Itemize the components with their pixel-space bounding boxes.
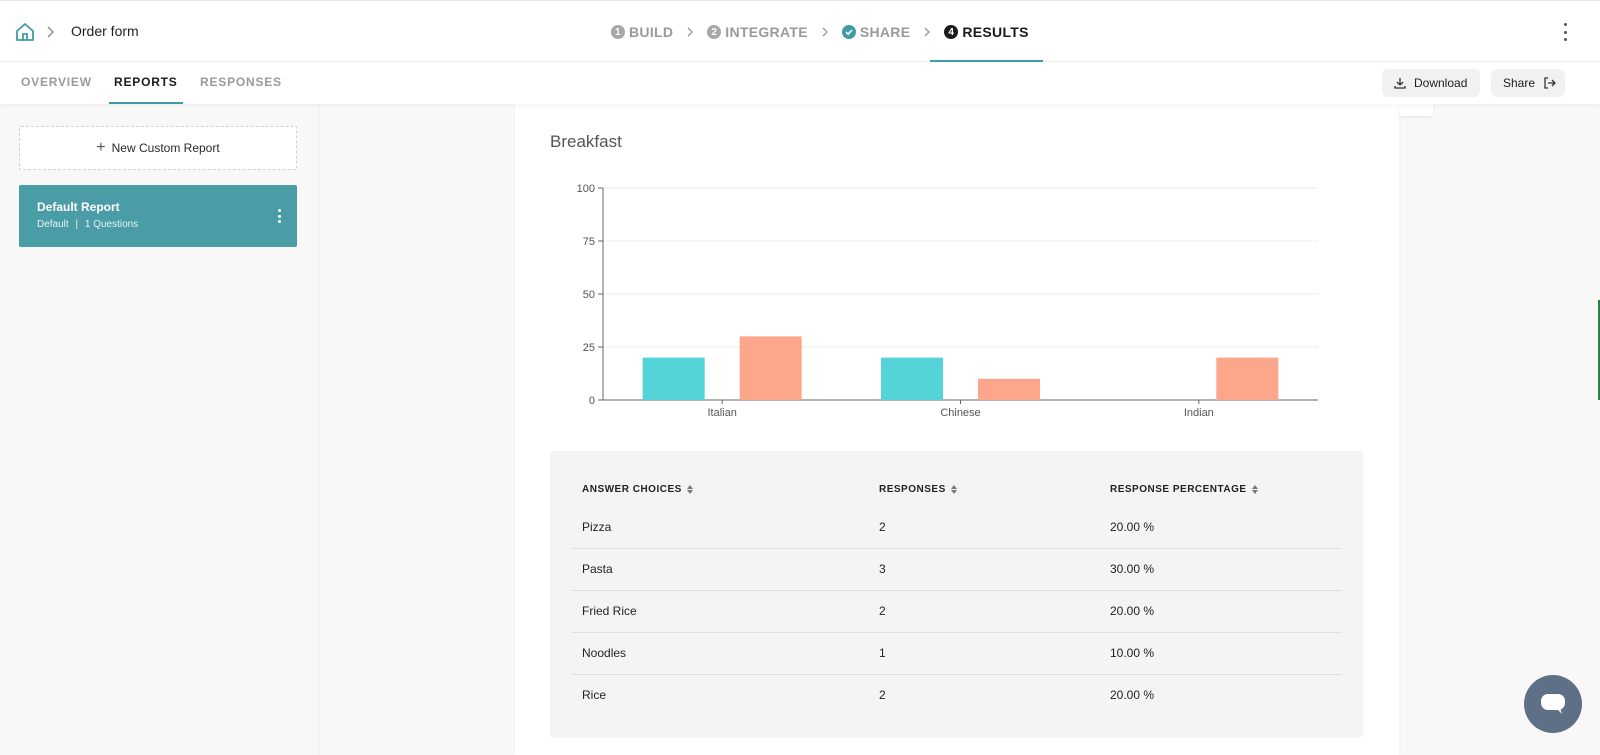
sort-icon	[686, 485, 693, 494]
cell-choice: Fried Rice	[582, 604, 637, 618]
x-tick-label: Indian	[1184, 407, 1214, 419]
step-number: 2	[707, 25, 722, 39]
top-bar: Order form 1 BUILD 2 INTEGRATE SHARE 4 RESU…	[0, 0, 1600, 63]
home-icon[interactable]	[14, 21, 36, 43]
bar-chinese-series-1	[881, 357, 943, 400]
step-label: INTEGRATE	[725, 24, 808, 40]
cell-choice: Pasta	[582, 562, 613, 576]
cell-percentage: 20.00 %	[1110, 688, 1155, 702]
report-item-default[interactable]: Default Report Default | 1 Questions	[19, 185, 297, 247]
chevron-right-icon	[922, 25, 932, 39]
cell-percentage: 20.00 %	[1110, 604, 1155, 618]
report-name: Default Report	[37, 200, 120, 214]
share-button[interactable]: Share	[1491, 69, 1565, 97]
bar-italian-series-2	[739, 336, 802, 400]
sort-icon	[1251, 485, 1258, 494]
sort-icon	[950, 485, 957, 494]
window-edge	[1598, 300, 1600, 400]
table-row: Fried Rice 2 20.00 %	[572, 592, 1342, 633]
table-row: Pasta 3 30.00 %	[572, 550, 1342, 591]
cell-choice: Noodles	[582, 646, 627, 660]
header-responses[interactable]: RESPONSES	[879, 484, 957, 495]
table-row: Rice 2 20.00 %	[572, 676, 1342, 717]
y-tick-label: 75	[583, 236, 595, 248]
cell-percentage: 20.00 %	[1110, 520, 1155, 534]
cell-responses: 2	[879, 604, 886, 618]
cell-responses: 2	[879, 688, 886, 702]
step-build[interactable]: 1 BUILD	[611, 1, 673, 63]
new-custom-report-button[interactable]: + New Custom Report	[19, 126, 297, 170]
tab-reports[interactable]: REPORTS	[109, 62, 183, 104]
table-row: Noodles 1 10.00 %	[572, 634, 1342, 675]
more-options-icon[interactable]	[1562, 23, 1568, 41]
share-exit-icon	[1543, 77, 1556, 89]
tab-responses[interactable]: RESPONSES	[200, 75, 282, 89]
results-table: ANSWER CHOICES RESPONSES RESPONSE PERCEN…	[550, 451, 1363, 738]
tab-overview[interactable]: OVERVIEW	[21, 75, 92, 89]
chevron-right-icon	[685, 25, 695, 39]
step-integrate[interactable]: 2 INTEGRATE	[707, 1, 808, 63]
question-report-card: Breakfast 0 25 50 75 100 Italian Chinese Indian…	[515, 104, 1399, 755]
cell-responses: 3	[879, 562, 886, 576]
cell-responses: 1	[879, 646, 886, 660]
report-meta: Default | 1 Questions	[37, 219, 138, 230]
chevron-right-icon	[44, 22, 58, 42]
step-nav: 1 BUILD 2 INTEGRATE SHARE 4 RESULTS	[611, 1, 1044, 63]
step-number: 1	[611, 25, 625, 39]
download-button[interactable]: Download	[1382, 69, 1480, 97]
header-label: RESPONSES	[879, 484, 946, 495]
y-tick-label: 50	[583, 289, 595, 301]
step-label: BUILD	[629, 24, 674, 40]
cell-percentage: 10.00 %	[1110, 646, 1155, 660]
y-tick-label: 0	[589, 395, 595, 407]
report-question-count: 1 Questions	[84, 219, 139, 230]
header-response-percentage[interactable]: RESPONSE PERCENTAGE	[1110, 484, 1258, 495]
meta-divider: |	[75, 219, 79, 230]
check-circle-icon	[841, 25, 856, 39]
bar-chinese-series-2	[978, 378, 1040, 400]
chat-support-button[interactable]	[1524, 675, 1582, 733]
header-answer-choices[interactable]: ANSWER CHOICES	[582, 484, 693, 495]
header-label: RESPONSE PERCENTAGE	[1110, 484, 1247, 495]
cell-responses: 2	[879, 520, 886, 534]
cell-percentage: 30.00 %	[1110, 562, 1155, 576]
bar-chart: 0 25 50 75 100 Italian Chinese Indian	[577, 183, 1318, 419]
report-type: Default	[37, 219, 69, 230]
download-icon	[1394, 77, 1406, 89]
step-label: RESULTS	[962, 24, 1029, 40]
step-results[interactable]: 4 RESULTS	[930, 1, 1044, 63]
plus-icon: +	[96, 139, 106, 156]
report-options-icon[interactable]	[277, 209, 281, 223]
report-main: Breakfast 0 25 50 75 100 Italian Chinese Indian…	[319, 104, 1600, 755]
chevron-right-icon	[820, 25, 830, 39]
x-tick-label: Italian	[707, 407, 736, 419]
chat-bubble-icon	[1541, 694, 1565, 714]
step-share[interactable]: SHARE	[841, 1, 911, 63]
step-label: SHARE	[859, 24, 911, 40]
question-title: Breakfast	[550, 132, 622, 151]
bar-indian-series-2	[1216, 357, 1279, 400]
sub-nav: OVERVIEW REPORTS RESPONSES Download Shar…	[0, 62, 1600, 104]
y-tick-label: 25	[583, 342, 595, 354]
new-report-label: New Custom Report	[111, 141, 220, 155]
table-row: Pizza 2 20.00 %	[572, 508, 1342, 549]
download-label: Download	[1414, 76, 1468, 90]
card-settings-tab[interactable]	[1399, 104, 1433, 116]
report-list-panel: + New Custom Report Default Report Defau…	[0, 104, 319, 755]
cell-choice: Pizza	[582, 520, 612, 534]
form-title[interactable]: Order form	[71, 23, 139, 39]
step-number: 4	[944, 25, 959, 39]
header-label: ANSWER CHOICES	[582, 484, 682, 495]
y-tick-label: 100	[577, 183, 595, 195]
share-label: Share	[1503, 76, 1536, 90]
cell-choice: Rice	[582, 688, 607, 702]
bar-italian-series-1	[642, 357, 705, 400]
x-tick-label: Chinese	[940, 407, 980, 419]
